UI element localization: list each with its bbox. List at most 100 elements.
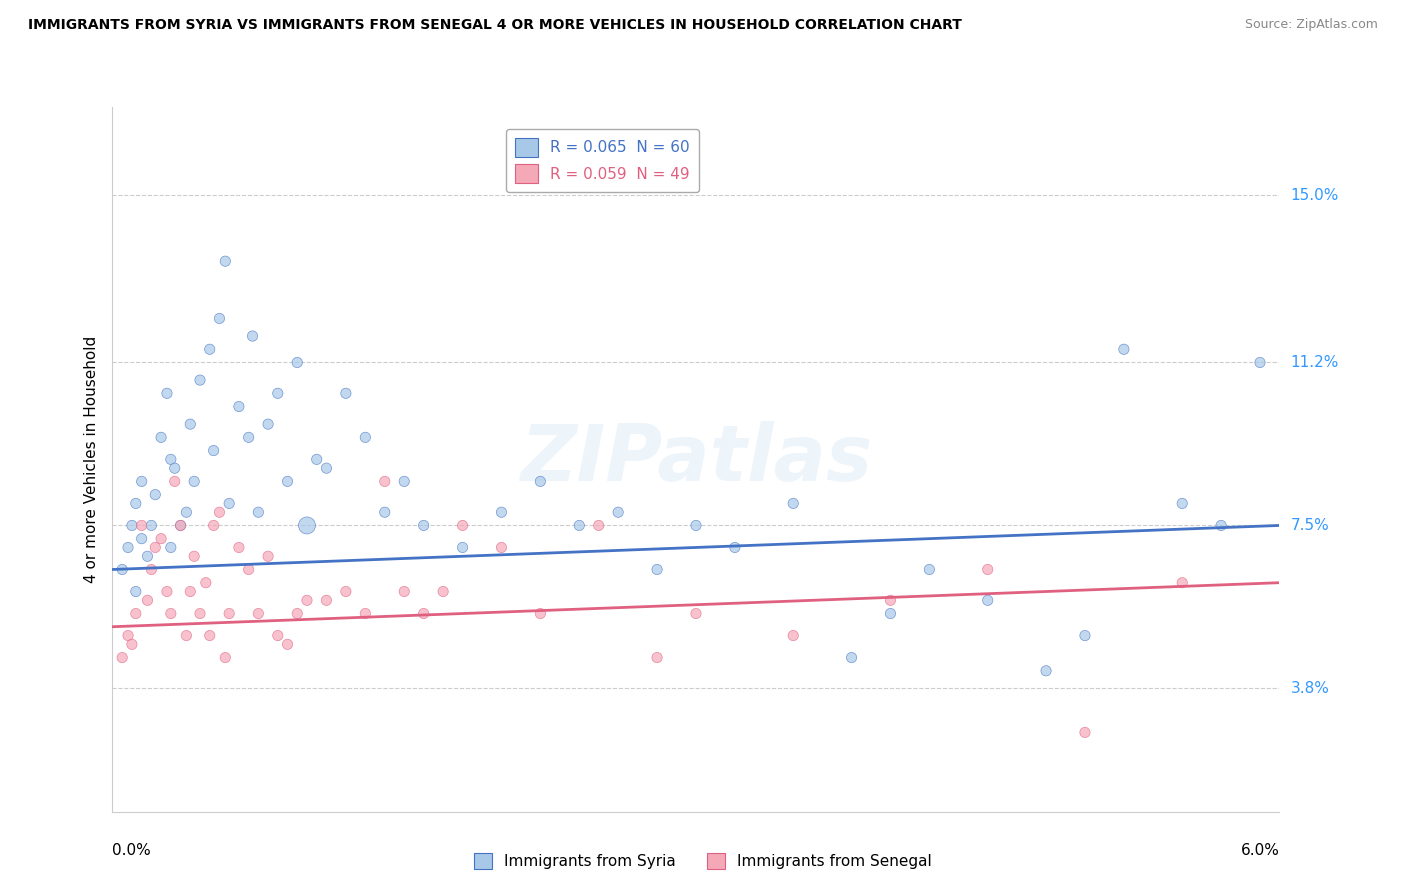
Point bbox=[121, 637, 143, 651]
Text: 0.0%: 0.0% bbox=[112, 844, 152, 858]
Legend: Immigrants from Syria, Immigrants from Senegal: Immigrants from Syria, Immigrants from S… bbox=[468, 847, 938, 875]
Point bbox=[228, 400, 250, 414]
Point bbox=[125, 496, 148, 510]
Point bbox=[685, 518, 707, 533]
Text: 7.5%: 7.5% bbox=[1291, 518, 1329, 533]
Point bbox=[176, 628, 198, 642]
Point bbox=[685, 607, 707, 621]
Point bbox=[607, 505, 630, 519]
Point bbox=[169, 518, 191, 533]
Point bbox=[1211, 518, 1233, 533]
Point bbox=[315, 593, 337, 607]
Point bbox=[160, 541, 183, 555]
Point bbox=[150, 532, 173, 546]
Point bbox=[143, 487, 166, 501]
Point bbox=[257, 417, 280, 431]
Point bbox=[276, 637, 298, 651]
Point bbox=[117, 541, 139, 555]
Point bbox=[1112, 343, 1135, 357]
Point bbox=[202, 518, 225, 533]
Point bbox=[160, 452, 183, 467]
Text: 15.0%: 15.0% bbox=[1291, 187, 1339, 202]
Point bbox=[247, 607, 270, 621]
Point bbox=[125, 607, 148, 621]
Point bbox=[131, 475, 153, 489]
Point bbox=[315, 461, 337, 475]
Point bbox=[242, 329, 264, 343]
Point bbox=[156, 584, 179, 599]
Point bbox=[451, 541, 474, 555]
Point bbox=[214, 254, 236, 268]
Point bbox=[1035, 664, 1057, 678]
Point bbox=[451, 518, 474, 533]
Point bbox=[117, 628, 139, 642]
Point bbox=[121, 518, 143, 533]
Point bbox=[285, 607, 308, 621]
Point bbox=[295, 518, 318, 533]
Point bbox=[218, 496, 240, 510]
Point bbox=[163, 475, 186, 489]
Point bbox=[169, 518, 191, 533]
Legend: R = 0.065  N = 60, R = 0.059  N = 49: R = 0.065 N = 60, R = 0.059 N = 49 bbox=[506, 128, 699, 192]
Point bbox=[228, 541, 250, 555]
Point bbox=[1074, 628, 1097, 642]
Point bbox=[179, 417, 201, 431]
Point bbox=[305, 452, 328, 467]
Point bbox=[188, 373, 211, 387]
Point bbox=[645, 562, 668, 576]
Point bbox=[432, 584, 454, 599]
Point bbox=[267, 628, 290, 642]
Point bbox=[218, 607, 240, 621]
Point bbox=[141, 562, 163, 576]
Point bbox=[150, 430, 173, 444]
Point bbox=[879, 593, 901, 607]
Point bbox=[267, 386, 290, 401]
Point bbox=[156, 386, 179, 401]
Point bbox=[176, 505, 198, 519]
Text: IMMIGRANTS FROM SYRIA VS IMMIGRANTS FROM SENEGAL 4 OR MORE VEHICLES IN HOUSEHOLD: IMMIGRANTS FROM SYRIA VS IMMIGRANTS FROM… bbox=[28, 18, 962, 32]
Point bbox=[208, 505, 231, 519]
Point bbox=[183, 475, 205, 489]
Point bbox=[1171, 496, 1194, 510]
Point bbox=[141, 518, 163, 533]
Point bbox=[354, 607, 377, 621]
Point bbox=[276, 475, 298, 489]
Point bbox=[588, 518, 610, 533]
Point bbox=[136, 593, 159, 607]
Point bbox=[194, 575, 217, 590]
Point bbox=[131, 518, 153, 533]
Point bbox=[1249, 355, 1271, 369]
Point bbox=[183, 549, 205, 564]
Point bbox=[136, 549, 159, 564]
Point bbox=[238, 562, 260, 576]
Point bbox=[285, 355, 308, 369]
Point bbox=[257, 549, 280, 564]
Point bbox=[1171, 575, 1194, 590]
Point bbox=[374, 475, 396, 489]
Point bbox=[208, 311, 231, 326]
Text: 3.8%: 3.8% bbox=[1291, 681, 1330, 696]
Point bbox=[335, 584, 357, 599]
Point bbox=[202, 443, 225, 458]
Point bbox=[143, 541, 166, 555]
Point bbox=[335, 386, 357, 401]
Point bbox=[491, 505, 513, 519]
Point bbox=[238, 430, 260, 444]
Point bbox=[412, 607, 434, 621]
Text: Source: ZipAtlas.com: Source: ZipAtlas.com bbox=[1244, 18, 1378, 31]
Text: 6.0%: 6.0% bbox=[1240, 844, 1279, 858]
Point bbox=[188, 607, 211, 621]
Point bbox=[394, 475, 416, 489]
Point bbox=[394, 584, 416, 599]
Point bbox=[529, 475, 551, 489]
Point bbox=[295, 593, 318, 607]
Point bbox=[568, 518, 591, 533]
Point bbox=[1074, 725, 1097, 739]
Point bbox=[111, 650, 134, 665]
Point bbox=[918, 562, 941, 576]
Point bbox=[247, 505, 270, 519]
Point bbox=[131, 532, 153, 546]
Point bbox=[645, 650, 668, 665]
Point bbox=[782, 496, 804, 510]
Point bbox=[125, 584, 148, 599]
